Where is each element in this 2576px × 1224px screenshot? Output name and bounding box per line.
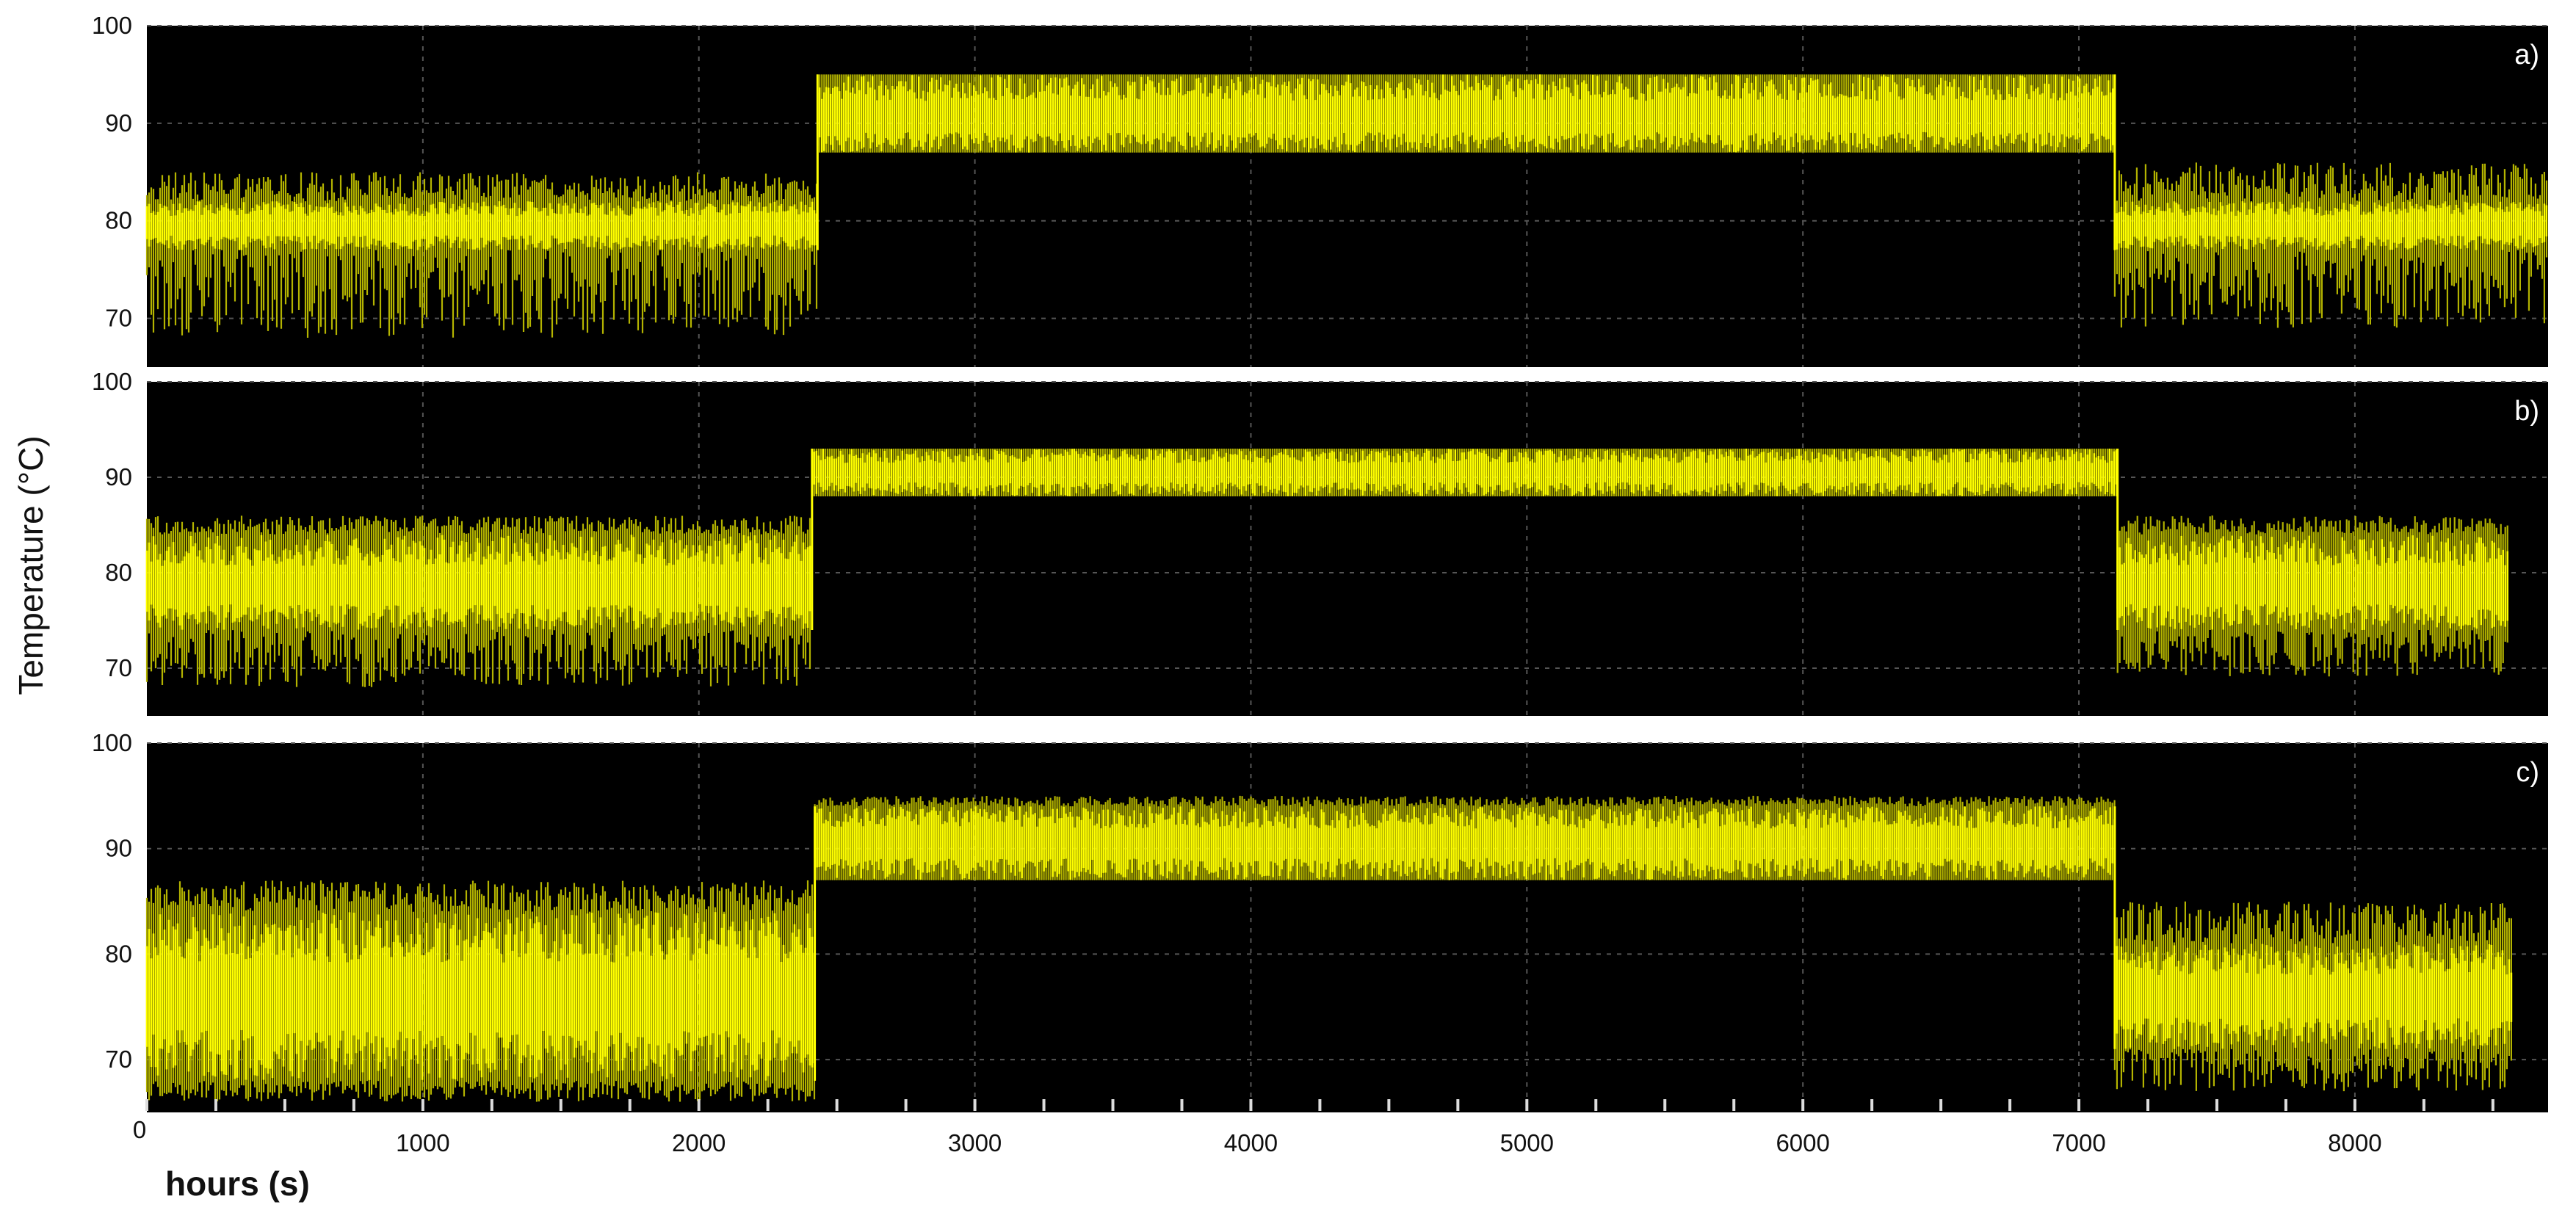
- panel-a-tag: a): [2514, 40, 2539, 70]
- panel-a-trace: [145, 74, 2548, 338]
- x-axis-tick-marks: [145, 1099, 2494, 1111]
- x-axis-tick-labels: 0 1000 2000 3000 4000 5000 6000 7000 8000: [133, 1116, 2382, 1156]
- panel-b-y-ticks: 70 80 90 100: [92, 368, 132, 681]
- y-tick-label: 80: [105, 940, 132, 967]
- x-tick-label: 7000: [2052, 1129, 2105, 1156]
- y-tick-label: 90: [105, 835, 132, 862]
- x-tick-label: 6000: [1776, 1129, 1829, 1156]
- y-axis-title: Temperature (°C): [12, 435, 50, 695]
- x-tick-label: 8000: [2328, 1129, 2381, 1156]
- panel-c-y-ticks: 70 80 90 100: [92, 729, 132, 1073]
- panel-b: 70 80 90 100 b): [92, 368, 2548, 716]
- x-tick-label: 3000: [948, 1129, 1002, 1156]
- x-tick-label: 5000: [1500, 1129, 1554, 1156]
- y-tick-label: 80: [105, 207, 132, 234]
- y-tick-label: 90: [105, 109, 132, 137]
- x-axis-title: hours (s): [165, 1165, 310, 1203]
- x-tick-label: 0: [133, 1116, 146, 1143]
- panel-c-tag: c): [2516, 757, 2539, 788]
- panel-b-trace: [145, 449, 2508, 687]
- panel-c-trace: [145, 795, 2513, 1102]
- panel-a: 70 80 90 100 a): [92, 12, 2548, 367]
- y-tick-label: 90: [105, 463, 132, 490]
- panel-b-grid: [147, 381, 2548, 716]
- trace-segment-0-band: [145, 201, 818, 250]
- trace-segment-0-band: [145, 535, 811, 630]
- x-tick-label: 1000: [396, 1129, 449, 1156]
- x-tick-label: 2000: [672, 1129, 726, 1156]
- y-tick-label: 70: [105, 1046, 132, 1073]
- trace-segment-0-band: [145, 912, 816, 1081]
- y-tick-label: 80: [105, 559, 132, 586]
- panel-a-y-ticks: 70 80 90 100: [92, 12, 132, 332]
- y-tick-label: 100: [92, 12, 132, 39]
- y-tick-label: 100: [92, 729, 132, 756]
- y-tick-label: 70: [105, 654, 132, 681]
- panel-b-tag: b): [2514, 396, 2539, 427]
- panel-c: 70 80 90 100 c): [92, 729, 2548, 1112]
- y-tick-label: 70: [105, 305, 132, 332]
- x-tick-label: 4000: [1224, 1129, 1278, 1156]
- y-tick-label: 100: [92, 368, 132, 395]
